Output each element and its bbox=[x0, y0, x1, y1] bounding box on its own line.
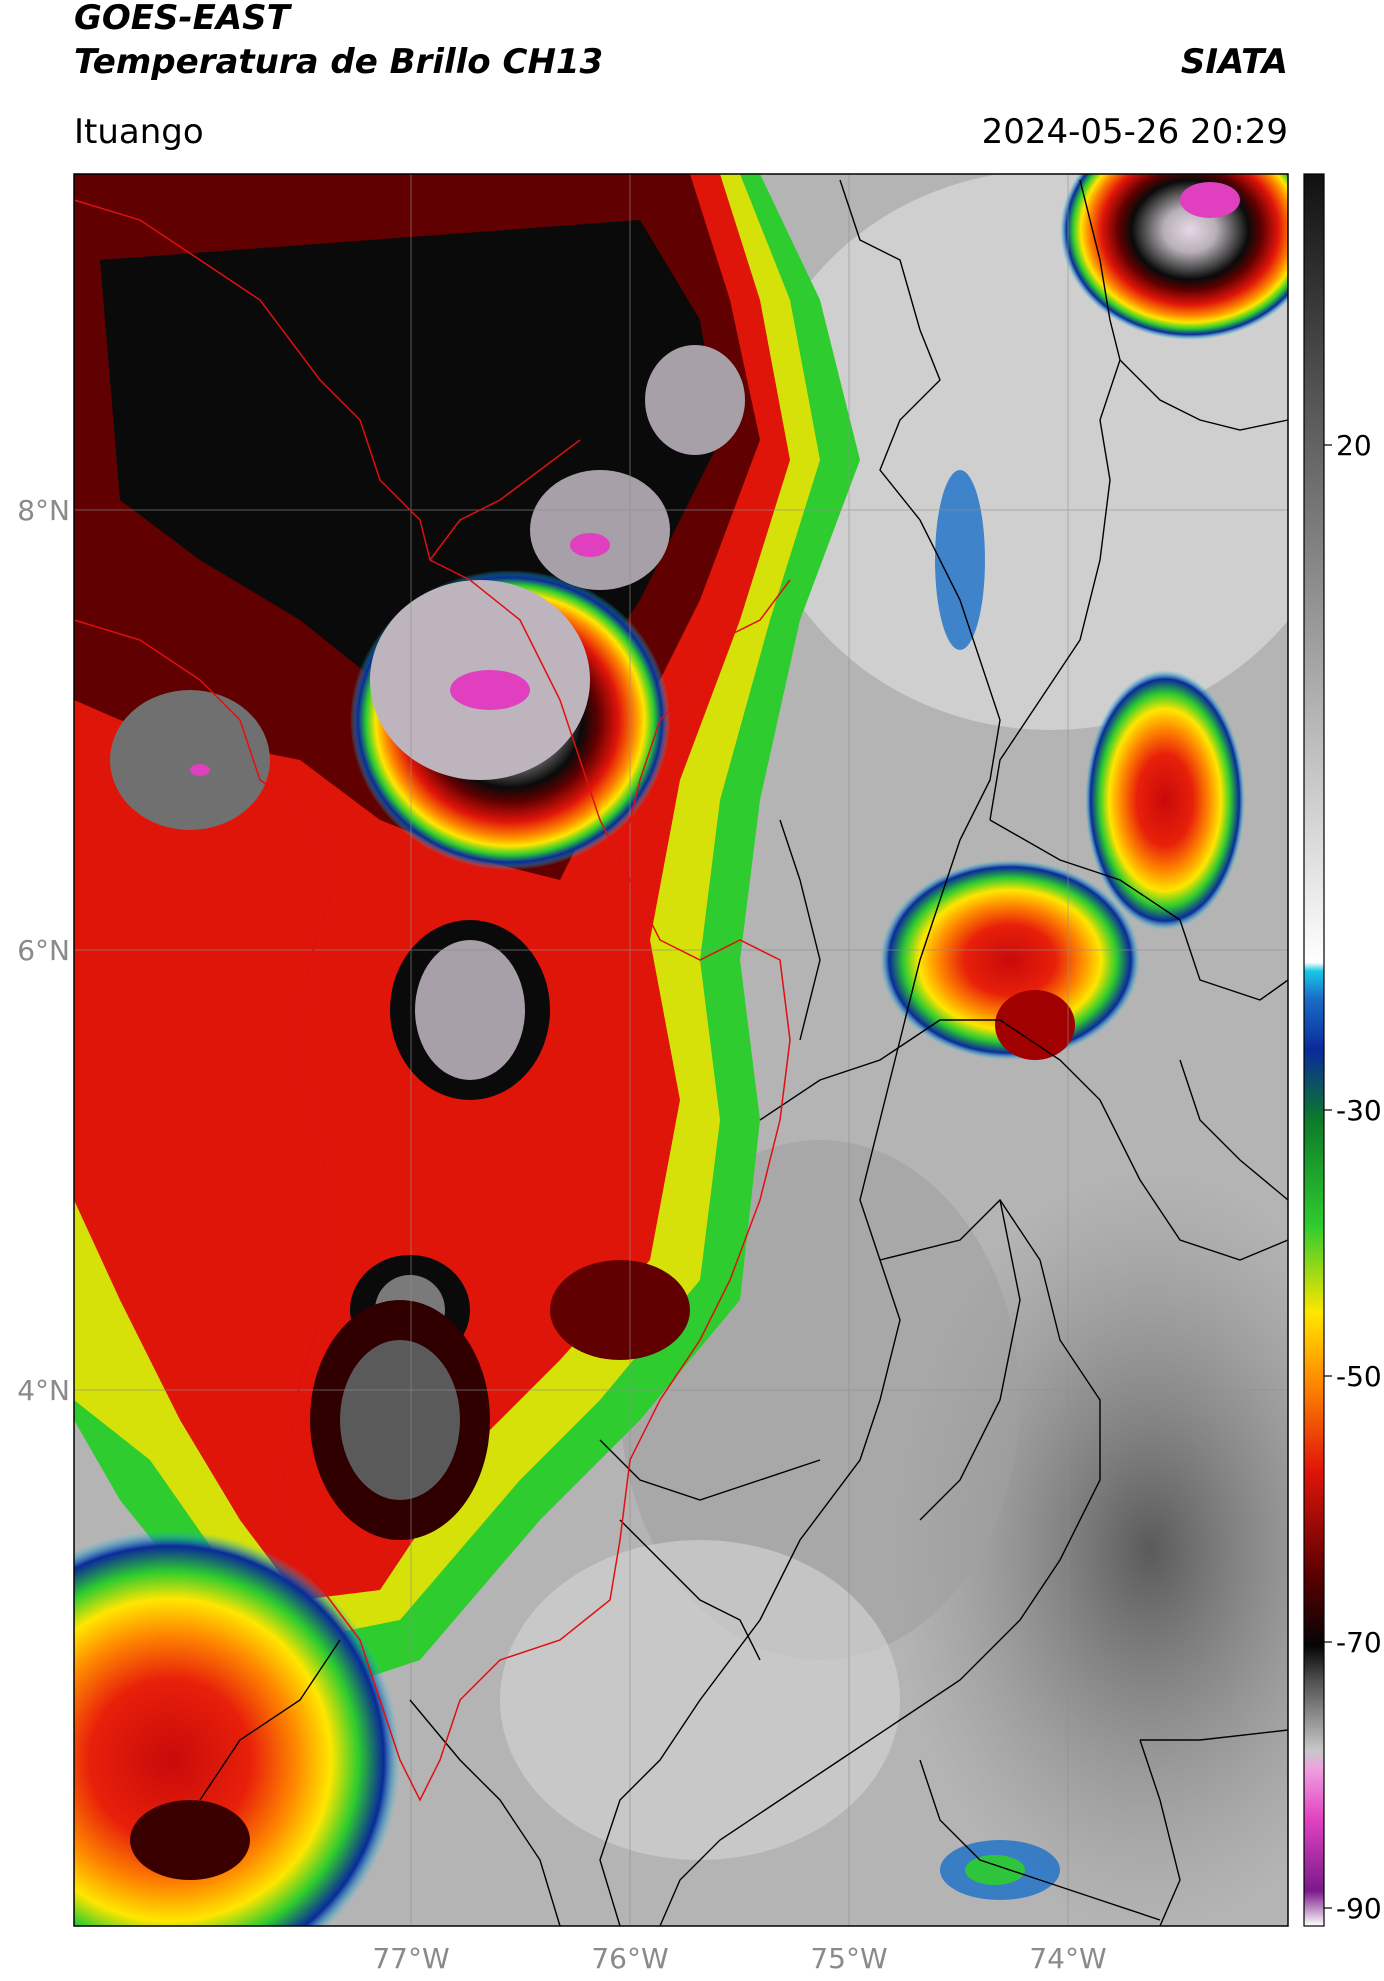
map-frame bbox=[73, 173, 1289, 1927]
department-boundaries bbox=[199, 179, 1289, 1927]
colorbar-tick-label: -90 bbox=[1336, 1892, 1382, 1925]
colorbar-tick-label: -70 bbox=[1336, 1626, 1382, 1659]
lon-tick-label: 76°W bbox=[591, 1942, 668, 1975]
region-label: Ituango bbox=[74, 112, 204, 152]
lat-tick-label: 4°N bbox=[17, 1374, 70, 1407]
colorbar-ticks bbox=[1324, 444, 1332, 1909]
product-title: Temperatura de Brillo CH13 bbox=[74, 42, 604, 82]
agency-label: SIATA bbox=[1180, 42, 1288, 82]
satellite-title: GOES-EAST bbox=[74, 0, 290, 38]
colorbar-labels: 20 -30 -50 -70 -90 bbox=[1336, 429, 1382, 1925]
colorbar-tick-label: -30 bbox=[1336, 1094, 1382, 1127]
lon-tick-label: 74°W bbox=[1029, 1942, 1106, 1975]
lat-tick-label: 8°N bbox=[17, 494, 70, 527]
lat-tick-label: 6°N bbox=[17, 934, 70, 967]
graticule bbox=[74, 174, 1288, 1926]
colorbar-tick-label: 20 bbox=[1336, 429, 1372, 462]
datetime-label: 2024-05-26 20:29 bbox=[981, 112, 1288, 152]
colorbar bbox=[1303, 173, 1325, 1927]
latitude-labels: 8°N 6°N 4°N bbox=[17, 494, 70, 1407]
lon-tick-label: 77°W bbox=[372, 1942, 449, 1975]
region-boundary bbox=[73, 199, 791, 1802]
lon-tick-label: 75°W bbox=[810, 1942, 887, 1975]
colorbar-tick-label: -50 bbox=[1336, 1360, 1382, 1393]
satellite-imagery bbox=[74, 174, 1288, 1926]
longitude-labels: 77°W 76°W 75°W 74°W bbox=[372, 1942, 1106, 1975]
